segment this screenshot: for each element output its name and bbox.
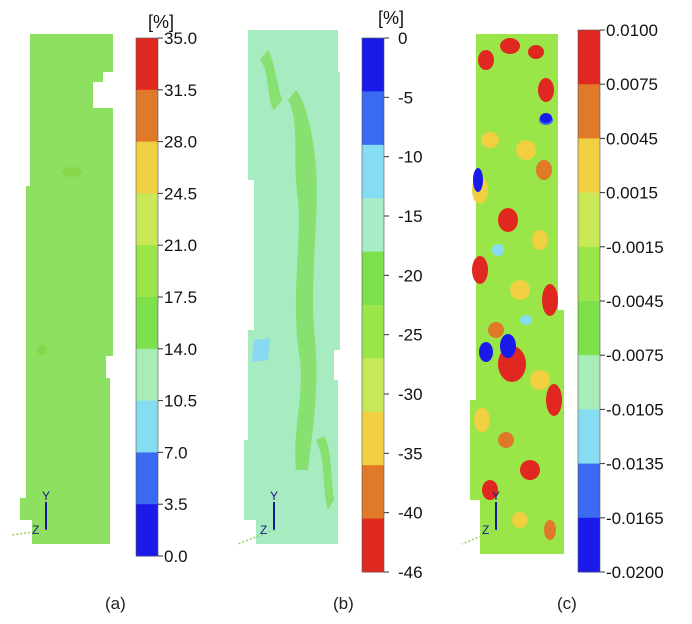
scale-band [578, 246, 600, 302]
scale-band [362, 144, 384, 199]
scale-label: 10.5 [164, 392, 197, 411]
scale-label: -0.0045 [606, 292, 664, 311]
strain-band-b4 [316, 436, 334, 510]
scale-c: 0.0100 0.0075 0.0045 0.0015 -0.0015 -0.0045 -0… [577, 21, 664, 582]
scale-label: 14.0 [164, 340, 197, 359]
scale-band [578, 192, 600, 248]
caption-b: (b) [333, 594, 354, 613]
scale-band [136, 297, 158, 350]
strain-blobs-c [472, 38, 562, 540]
coord-triad-c: Y Z [461, 489, 500, 545]
scale-label: 0.0 [164, 547, 188, 566]
scale-band [362, 305, 384, 359]
scale-label: -40 [398, 504, 423, 523]
scale-band [362, 91, 384, 146]
scale-band [362, 198, 384, 253]
scale-band [136, 348, 158, 402]
scale-band [136, 38, 158, 91]
strain-band-b1 [288, 90, 317, 470]
mark-a1 [62, 167, 82, 177]
caption-a: (a) [105, 594, 126, 613]
scale-band [136, 400, 158, 453]
scale-label: -30 [398, 385, 423, 404]
panel-c: 0.0100 0.0075 0.0045 0.0015 -0.0015 -0.0045 -0… [460, 0, 692, 624]
scale-band [578, 409, 600, 465]
strain-patch-b3 [252, 338, 270, 362]
panel-a: 35.0 31.5 28.0 24.5 21.0 17.5 14.0 10.5 7.0 3.5 0.… [0, 0, 230, 624]
scale-band [578, 138, 600, 194]
scale-label: -0.0200 [606, 563, 664, 582]
caption-c: (c) [557, 594, 577, 613]
scale-band [578, 517, 600, 573]
scale-band [136, 193, 158, 246]
scale-band [136, 245, 158, 298]
unit-label-b: [%] [378, 8, 404, 28]
strain-band-b2 [260, 50, 282, 110]
axis-z-label-b: Z [260, 523, 267, 537]
scale-band [136, 452, 158, 505]
mark-a2 [37, 345, 47, 355]
panel-c-svg: 0.0100 0.0075 0.0045 0.0015 -0.0015 -0.0045 -0… [461, 21, 664, 613]
axis-y-label: Y [42, 489, 50, 503]
scale-label: 0.0075 [606, 75, 658, 94]
scale-label: 28.0 [164, 133, 197, 152]
scale-label: -10 [398, 148, 423, 167]
scale-a: 35.0 31.5 28.0 24.5 21.0 17.5 14.0 10.5 7.0 3.5 0.… [135, 29, 197, 566]
scale-label: -20 [398, 266, 423, 285]
scale-label: -0.0135 [606, 455, 664, 474]
scale-band [362, 518, 384, 573]
scale-label: 17.5 [164, 288, 197, 307]
scale-label: -0.0015 [606, 238, 664, 257]
axis-z-label-c: Z [482, 523, 489, 537]
scale-label: 0.0100 [606, 21, 658, 40]
scale-label: 7.0 [164, 443, 188, 462]
specimen-b [244, 30, 340, 544]
scale-label: 31.5 [164, 81, 197, 100]
panel-a-svg: 35.0 31.5 28.0 24.5 21.0 17.5 14.0 10.5 7.0 3.5 0.… [11, 12, 197, 613]
scale-band [362, 411, 384, 466]
scale-band [578, 301, 600, 356]
scale-label: 3.5 [164, 495, 188, 514]
panel-b-svg: 0 -5 -10 -15 -20 -25 -30 -35 -40 -46 Y Z [%] (b) [237, 8, 423, 613]
scale-band [136, 89, 158, 143]
scale-label: -5 [398, 88, 413, 107]
scale-band [362, 358, 384, 413]
axis-y-label-b: Y [270, 489, 278, 503]
unit-label-a: [%] [148, 12, 174, 32]
scale-band [578, 30, 600, 85]
scale-label: -25 [398, 326, 423, 345]
scale-b: 0 -5 -10 -15 -20 -25 -30 -35 -40 -46 [361, 29, 423, 582]
axis-z-label: Z [32, 523, 39, 537]
scale-band [136, 504, 158, 557]
coord-triad-b: Y Z [237, 489, 278, 545]
panel-b: 0 -5 -10 -15 -20 -25 -30 -35 -40 -46 Y Z [%] (b) [230, 0, 460, 624]
coord-triad-a: Y Z [11, 489, 50, 537]
scale-label: 0 [398, 29, 407, 48]
scale-label: -46 [398, 563, 423, 582]
scale-band [362, 38, 384, 92]
scale-label: -0.0075 [606, 346, 664, 365]
scale-label: 35.0 [164, 29, 197, 48]
specimen-a [20, 34, 113, 544]
scale-band [578, 84, 600, 139]
scale-band [362, 251, 384, 306]
scale-band [136, 141, 158, 194]
scale-band [362, 465, 384, 520]
scale-label: 21.0 [164, 236, 197, 255]
scale-band [578, 355, 600, 410]
scale-label: -0.0165 [606, 509, 664, 528]
scale-band [578, 463, 600, 519]
scale-outline [361, 37, 385, 573]
scale-label: -35 [398, 444, 423, 463]
scale-label: -15 [398, 207, 423, 226]
scale-label: -0.0105 [606, 400, 664, 419]
scale-label: 0.0045 [606, 129, 658, 148]
scale-label: 0.0015 [606, 184, 658, 203]
axis-y-label-c: Y [492, 489, 500, 503]
scale-label: 24.5 [164, 184, 197, 203]
